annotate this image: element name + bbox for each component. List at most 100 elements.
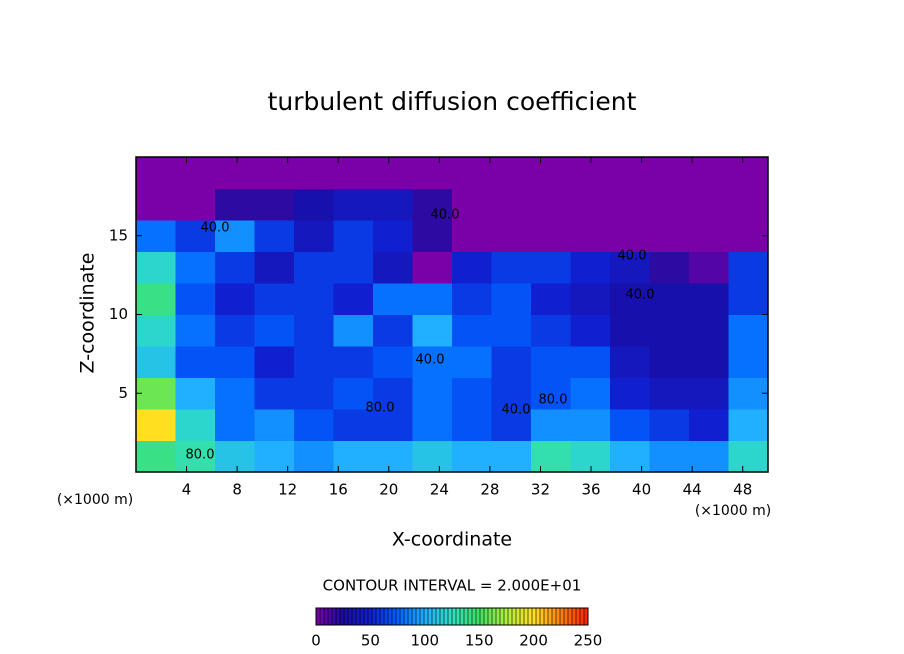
field-cell xyxy=(649,283,690,315)
field-cell xyxy=(136,409,176,441)
x-tick-label: 28 xyxy=(480,481,499,499)
field-cell xyxy=(728,283,769,315)
field-cell xyxy=(491,346,532,378)
field-cell xyxy=(175,283,216,315)
field-cell xyxy=(412,220,453,252)
colorbar-segment xyxy=(380,608,385,625)
field-cell xyxy=(333,346,374,378)
colorbar-segment xyxy=(500,608,505,625)
x-unit: (×1000 m) xyxy=(695,503,771,519)
field-cell xyxy=(175,251,216,284)
field-cell xyxy=(570,409,611,441)
field-cell xyxy=(254,409,295,441)
field-cell xyxy=(570,220,611,252)
contour-interval: CONTOUR INTERVAL = 2.000E+01 xyxy=(323,577,582,595)
field-cell xyxy=(215,440,255,473)
colorbar-segment xyxy=(392,608,397,625)
field-cell xyxy=(254,377,295,410)
field-cell xyxy=(689,409,729,441)
field-cell xyxy=(412,377,453,410)
field-cell xyxy=(294,220,334,252)
field-cell xyxy=(452,314,492,347)
field-cell xyxy=(254,220,295,252)
colorbar-segment xyxy=(388,608,393,625)
x-axis-label: X-coordinate xyxy=(392,529,512,551)
field-cell xyxy=(175,346,216,378)
field-cell xyxy=(412,157,453,189)
field-cell xyxy=(728,440,769,473)
field-cell xyxy=(333,283,374,315)
field-cell xyxy=(610,377,650,410)
colorbar-segment xyxy=(516,608,521,625)
colorbar-segment xyxy=(552,608,557,625)
colorbar-segment xyxy=(364,608,369,625)
field-cell xyxy=(570,440,611,473)
field-cell xyxy=(254,251,295,284)
field-cell xyxy=(294,283,334,315)
colorbar-tick-label: 0 xyxy=(311,632,321,650)
field-cell xyxy=(452,251,492,284)
colorbar-segment xyxy=(328,608,333,625)
field-cell xyxy=(294,314,334,347)
field-cell xyxy=(175,409,216,441)
chart-title: turbulent diffusion coefficient xyxy=(268,87,637,116)
contour-label: 40.0 xyxy=(431,208,460,223)
colorbar-segment xyxy=(456,608,461,625)
field-cell xyxy=(610,188,650,221)
x-tick-label: 36 xyxy=(581,481,600,499)
colorbar-segment xyxy=(560,608,565,625)
contour-label: 40.0 xyxy=(416,353,445,368)
field-cell xyxy=(491,440,532,473)
field-cell xyxy=(175,157,216,189)
colorbar-segment xyxy=(440,608,445,625)
field-cell xyxy=(689,251,729,284)
field-cell xyxy=(175,188,216,221)
field-cell xyxy=(136,314,176,347)
field-cell xyxy=(649,188,690,221)
colorbar-segment xyxy=(316,608,321,625)
field-cell xyxy=(649,157,690,189)
field-cell xyxy=(215,157,255,189)
colorbar-segment xyxy=(580,608,585,625)
colorbar-segment xyxy=(472,608,477,625)
field-cell xyxy=(373,314,413,347)
y-axis-label: Z-coordinate xyxy=(77,253,99,374)
colorbar-segment xyxy=(484,608,489,625)
field-cell xyxy=(491,188,532,221)
field-cell xyxy=(570,251,611,284)
colorbar-segment xyxy=(544,608,549,625)
colorbar-segment xyxy=(356,608,361,625)
field-cell xyxy=(689,314,729,347)
field-cell xyxy=(649,409,690,441)
field-cell xyxy=(610,440,650,473)
colorbar-segment xyxy=(536,608,541,625)
colorbar-segment xyxy=(384,608,389,625)
colorbar-segment xyxy=(444,608,449,625)
field-cell xyxy=(136,377,176,410)
colorbar-segment xyxy=(572,608,577,625)
colorbar-segment xyxy=(524,608,529,625)
field-cell xyxy=(689,283,729,315)
contour-label: 40.0 xyxy=(201,221,230,236)
field-cell xyxy=(175,440,216,473)
field-cell xyxy=(570,157,611,189)
field-cell xyxy=(728,188,769,221)
field-cell xyxy=(531,314,571,347)
colorbar-segment xyxy=(420,608,425,625)
field-cell xyxy=(294,251,334,284)
field-cell xyxy=(649,251,690,284)
colorbar-segment xyxy=(512,608,517,625)
field-cell xyxy=(412,346,453,378)
field-cell xyxy=(136,346,176,378)
field-cell xyxy=(412,188,453,221)
contour-label: 80.0 xyxy=(539,393,568,408)
colorbar-segment xyxy=(396,608,401,625)
x-tick-label: 24 xyxy=(430,481,449,499)
contour-label: 40.0 xyxy=(502,403,531,418)
x-tick-label: 4 xyxy=(182,481,192,499)
field-cell xyxy=(215,251,255,284)
field-cell xyxy=(136,188,176,221)
colorbar-segment xyxy=(548,608,553,625)
